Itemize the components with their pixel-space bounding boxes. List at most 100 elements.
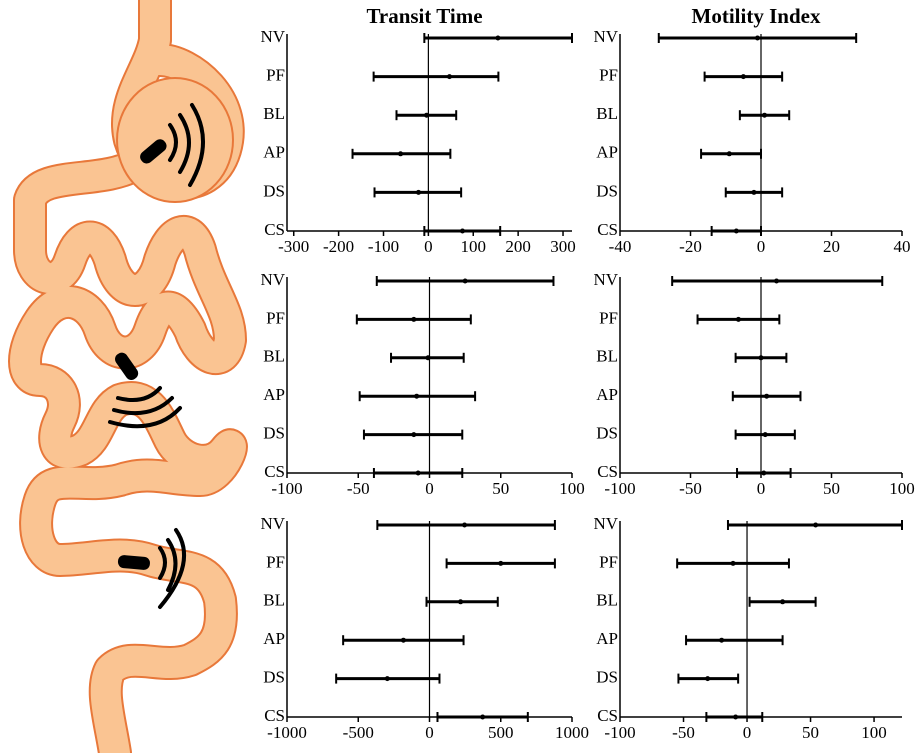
category-label: DS bbox=[263, 668, 285, 687]
point-estimate bbox=[705, 676, 711, 682]
category-label: DS bbox=[596, 668, 618, 687]
x-tick-label: 300 bbox=[550, 237, 576, 256]
point-estimate bbox=[733, 228, 739, 234]
point-estimate bbox=[735, 316, 741, 322]
category-label: CS bbox=[597, 706, 618, 725]
point-estimate bbox=[758, 355, 764, 361]
point-estimate bbox=[733, 714, 739, 720]
point-estimate bbox=[425, 355, 431, 361]
x-tick-label: -50 bbox=[347, 479, 370, 498]
category-label: PF bbox=[599, 308, 618, 327]
category-label: CS bbox=[597, 220, 618, 239]
x-tick-label: 1000 bbox=[555, 723, 589, 742]
x-tick-label: -300 bbox=[278, 237, 309, 256]
point-estimate bbox=[740, 74, 746, 80]
x-tick-label: 50 bbox=[802, 723, 819, 742]
x-tick-label: 0 bbox=[757, 479, 766, 498]
point-estimate bbox=[416, 189, 422, 195]
category-label: BL bbox=[596, 104, 618, 123]
x-tick-label: -1000 bbox=[267, 723, 307, 742]
category-label: NV bbox=[260, 27, 285, 46]
category-label: PF bbox=[599, 552, 618, 571]
chart-title: Transit Time bbox=[366, 4, 482, 28]
point-estimate bbox=[780, 599, 786, 605]
point-estimate bbox=[398, 151, 404, 157]
x-tick-label: 100 bbox=[559, 479, 585, 498]
category-label: PF bbox=[266, 552, 285, 571]
x-tick-label: -100 bbox=[604, 479, 635, 498]
point-estimate bbox=[414, 393, 420, 399]
x-tick-label: 200 bbox=[505, 237, 531, 256]
point-estimate bbox=[458, 599, 464, 605]
point-estimate bbox=[498, 560, 504, 566]
x-tick-label: -100 bbox=[271, 479, 302, 498]
point-estimate bbox=[446, 74, 452, 80]
category-label: AP bbox=[263, 143, 285, 162]
category-label: AP bbox=[263, 385, 285, 404]
point-estimate bbox=[774, 278, 780, 284]
category-label: AP bbox=[596, 629, 618, 648]
point-estimate bbox=[384, 676, 390, 682]
category-label: PF bbox=[266, 66, 285, 85]
x-tick-label: 100 bbox=[861, 723, 887, 742]
category-label: NV bbox=[593, 27, 618, 46]
point-estimate bbox=[762, 112, 768, 118]
category-label: AP bbox=[596, 143, 618, 162]
point-estimate bbox=[400, 637, 406, 643]
category-label: BL bbox=[596, 347, 618, 366]
x-tick-label: 20 bbox=[823, 237, 840, 256]
category-label: BL bbox=[263, 104, 285, 123]
point-estimate bbox=[764, 393, 770, 399]
point-estimate bbox=[761, 470, 767, 476]
x-tick-label: -20 bbox=[679, 237, 702, 256]
x-tick-label: 100 bbox=[889, 479, 915, 498]
category-label: CS bbox=[264, 462, 285, 481]
x-tick-label: -100 bbox=[604, 723, 635, 742]
x-tick-label: 100 bbox=[461, 237, 487, 256]
x-tick-label: 0 bbox=[425, 479, 434, 498]
x-tick-label: 0 bbox=[757, 237, 766, 256]
x-tick-label: -500 bbox=[343, 723, 374, 742]
x-tick-label: 0 bbox=[424, 237, 433, 256]
point-estimate bbox=[480, 714, 486, 720]
point-estimate bbox=[459, 228, 465, 234]
x-tick-label: 50 bbox=[492, 479, 509, 498]
x-tick-label: 0 bbox=[743, 723, 752, 742]
x-tick-label: -100 bbox=[368, 237, 399, 256]
category-label: BL bbox=[263, 591, 285, 610]
x-tick-label: -200 bbox=[323, 237, 354, 256]
category-label: CS bbox=[264, 706, 285, 725]
point-estimate bbox=[754, 35, 760, 41]
point-estimate bbox=[762, 432, 768, 438]
x-tick-label: 500 bbox=[488, 723, 514, 742]
point-estimate bbox=[411, 316, 417, 322]
point-estimate bbox=[424, 112, 430, 118]
category-label: BL bbox=[596, 591, 618, 610]
point-estimate bbox=[495, 35, 501, 41]
category-label: CS bbox=[597, 462, 618, 481]
x-tick-label: 0 bbox=[425, 723, 434, 742]
category-label: DS bbox=[263, 424, 285, 443]
category-label: DS bbox=[596, 424, 618, 443]
point-estimate bbox=[730, 560, 736, 566]
point-estimate bbox=[462, 278, 468, 284]
point-estimate bbox=[462, 522, 468, 528]
category-label: NV bbox=[260, 514, 285, 533]
x-tick-label: 40 bbox=[894, 237, 911, 256]
x-tick-label: -50 bbox=[672, 723, 695, 742]
point-estimate bbox=[751, 189, 757, 195]
category-label: DS bbox=[596, 181, 618, 200]
category-label: BL bbox=[263, 347, 285, 366]
category-label: NV bbox=[593, 514, 618, 533]
x-tick-label: -50 bbox=[679, 479, 702, 498]
x-tick-label: 50 bbox=[823, 479, 840, 498]
category-label: NV bbox=[260, 270, 285, 289]
gi-tract-illustration bbox=[8, 0, 248, 753]
point-estimate bbox=[719, 637, 725, 643]
point-estimate bbox=[813, 522, 819, 528]
category-label: AP bbox=[596, 385, 618, 404]
category-label: PF bbox=[599, 66, 618, 85]
point-estimate bbox=[411, 432, 417, 438]
category-label: PF bbox=[266, 308, 285, 327]
